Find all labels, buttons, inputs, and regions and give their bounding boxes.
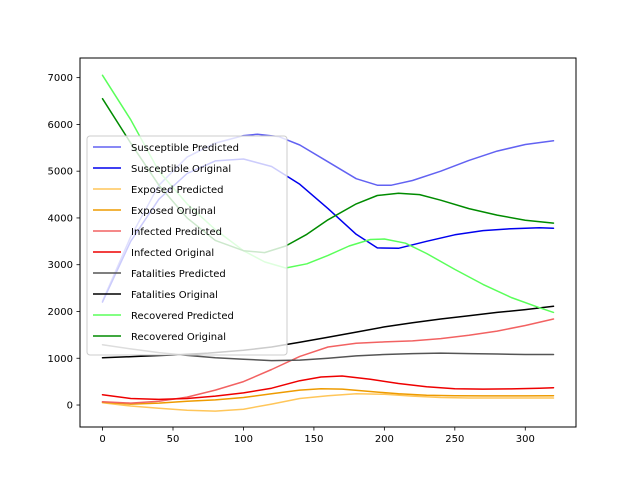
series-line-exposed-predicted	[101, 393, 555, 412]
x-tick-label: 50	[167, 434, 180, 445]
series-line-exposed-original	[101, 387, 555, 405]
legend: Susceptible Predicted Susceptible Origina…	[86, 135, 288, 356]
legend-label: Infected Predicted	[131, 227, 222, 238]
y-tick-label: 4000	[48, 213, 73, 224]
plot-frame	[79, 57, 577, 428]
x-tick-label: 100	[234, 434, 253, 445]
y-tick-label: 3000	[48, 260, 73, 271]
legend-label: Exposed Predicted	[131, 185, 224, 196]
y-tick-label: 0	[67, 401, 73, 412]
series-line-infected-original	[101, 375, 555, 401]
legend-label: Fatalities Original	[131, 290, 218, 301]
y-tick-label: 2000	[48, 307, 73, 318]
legend-label: Recovered Original	[131, 332, 226, 343]
x-tick-label: 150	[304, 434, 323, 445]
legend-box	[86, 135, 288, 356]
legend-label: Exposed Original	[131, 206, 216, 217]
legend-label: Recovered Predicted	[131, 311, 234, 322]
y-tick-label: 6000	[48, 120, 73, 131]
legend-label: Susceptible Original	[131, 164, 231, 175]
legend-label: Fatalities Predicted	[131, 269, 226, 280]
y-axis: 0 1000 2000 3000 4000 5000 6000 7000	[48, 73, 80, 412]
x-tick-label: 200	[375, 434, 394, 445]
y-tick-label: 5000	[48, 167, 73, 178]
x-axis: 0 50 100 150 200 250 300	[99, 427, 535, 445]
x-tick-label: 300	[516, 434, 535, 445]
x-tick-label: 250	[445, 434, 464, 445]
legend-label: Infected Original	[131, 248, 214, 259]
y-tick-label: 1000	[48, 354, 73, 365]
legend-label: Susceptible Predicted	[131, 143, 239, 154]
y-tick-label: 7000	[48, 73, 73, 84]
x-tick-label: 0	[99, 434, 105, 445]
